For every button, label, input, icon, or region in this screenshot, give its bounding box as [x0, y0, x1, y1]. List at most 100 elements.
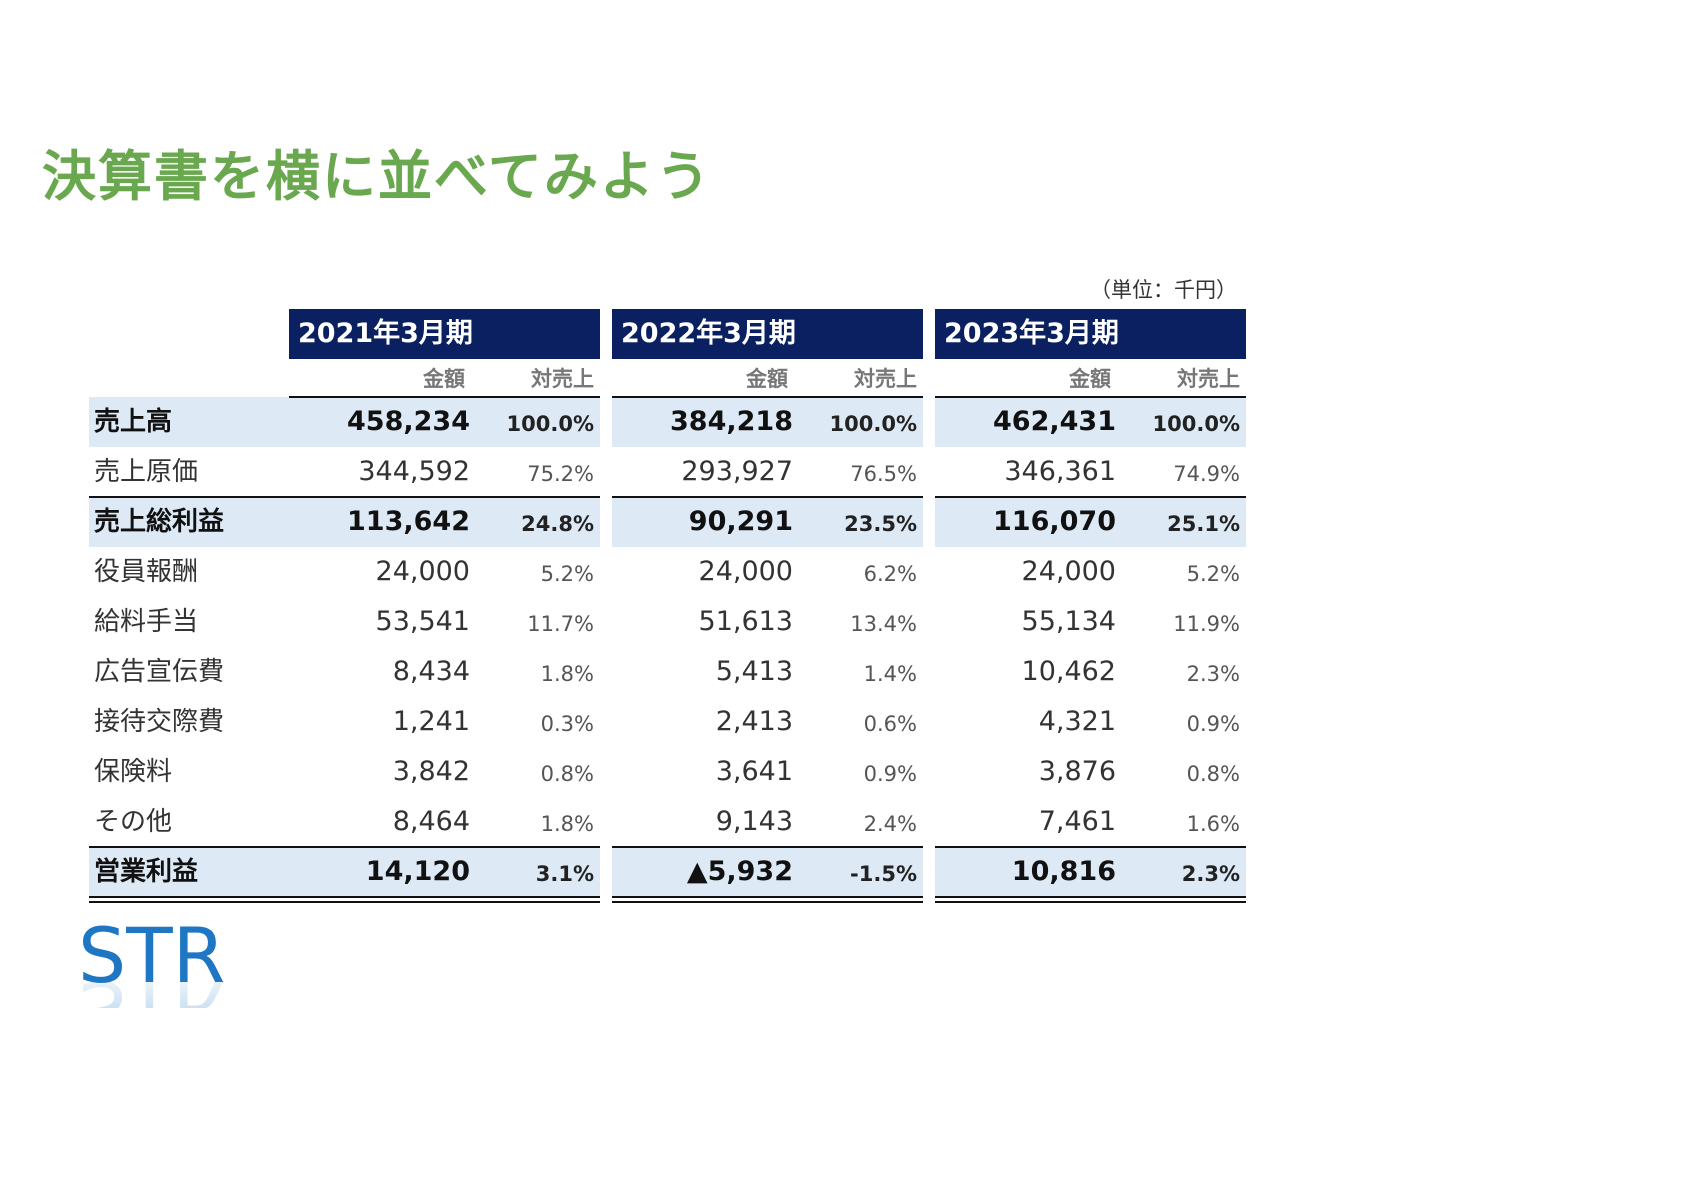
row-highlight: [935, 847, 1246, 897]
amount-cell: 9,143: [715, 806, 793, 837]
ratio-cell: 24.8%: [521, 512, 594, 536]
rule-line: [89, 496, 289, 498]
amount-col-header: 金額: [1069, 367, 1111, 391]
amount-cell: 10,462: [1021, 656, 1116, 687]
amount-cell: 3,842: [392, 756, 470, 787]
rule-line: [289, 496, 600, 498]
ratio-cell: 0.6%: [863, 712, 917, 736]
amount-cell: 10,816: [1011, 856, 1116, 887]
amount-cell: ▲5,932: [686, 856, 793, 887]
amount-cell: 1,241: [392, 706, 470, 737]
ratio-cell: 0.9%: [863, 762, 917, 786]
double-rule: [289, 896, 600, 903]
ratio-cell: 75.2%: [527, 462, 594, 486]
amount-col-header: 金額: [746, 367, 788, 391]
str-logo: STR STR: [78, 918, 225, 1008]
amount-cell: 462,431: [993, 406, 1116, 437]
ratio-cell: 0.8%: [1186, 762, 1240, 786]
amount-cell: 3,876: [1038, 756, 1116, 787]
row-highlight: [89, 497, 289, 547]
amount-cell: 4,321: [1038, 706, 1116, 737]
ratio-cell: 3.1%: [535, 862, 594, 886]
ratio-cell: 0.8%: [540, 762, 594, 786]
ratio-cell: -1.5%: [850, 862, 917, 886]
ratio-cell: 100.0%: [829, 412, 917, 436]
row-label: 役員報酬: [94, 557, 199, 587]
amount-cell: 8,464: [392, 806, 470, 837]
row-highlight: [612, 847, 923, 897]
ratio-cell: 5.2%: [540, 562, 594, 586]
ratio-cell: 23.5%: [844, 512, 917, 536]
row-highlight: [289, 847, 600, 897]
ratio-cell: 2.4%: [863, 812, 917, 836]
ratio-cell: 2.3%: [1181, 862, 1240, 886]
row-label: 営業利益: [94, 857, 199, 887]
row-label: 保険料: [94, 757, 173, 787]
rule-line: [935, 846, 1246, 848]
row-highlight: [935, 397, 1246, 447]
ratio-cell: 11.9%: [1173, 612, 1240, 636]
row-highlight: [935, 497, 1246, 547]
ratio-cell: 74.9%: [1173, 462, 1240, 486]
rule-line: [289, 396, 600, 398]
double-rule: [612, 896, 923, 903]
row-highlight: [612, 497, 923, 547]
row-highlight: [89, 847, 289, 897]
row-highlight: [612, 397, 923, 447]
ratio-cell: 0.9%: [1186, 712, 1240, 736]
ratio-cell: 25.1%: [1167, 512, 1240, 536]
amount-cell: 3,641: [715, 756, 793, 787]
amount-cell: 24,000: [1021, 556, 1116, 587]
amount-cell: 116,070: [993, 506, 1116, 537]
row-label: 広告宣伝費: [94, 657, 225, 687]
period-header: 2022年3月期: [612, 309, 923, 359]
ratio-cell: 1.6%: [1186, 812, 1240, 836]
amount-cell: 14,120: [365, 856, 470, 887]
amount-cell: 458,234: [347, 406, 470, 437]
rule-line: [935, 396, 1246, 398]
amount-cell: 90,291: [688, 506, 793, 537]
row-label: 給料手当: [94, 607, 199, 637]
ratio-cell: 13.4%: [850, 612, 917, 636]
rule-line: [289, 846, 600, 848]
rule-line: [612, 496, 923, 498]
ratio-cell: 100.0%: [1152, 412, 1240, 436]
row-label: 売上原価: [94, 457, 199, 487]
ratio-cell: 100.0%: [506, 412, 594, 436]
amount-cell: 24,000: [375, 556, 470, 587]
row-label: 接待交際費: [94, 707, 225, 737]
amount-cell: 344,592: [358, 456, 470, 487]
amount-cell: 384,218: [670, 406, 793, 437]
amount-cell: 51,613: [698, 606, 793, 637]
ratio-cell: 1.8%: [540, 812, 594, 836]
amount-cell: 55,134: [1021, 606, 1116, 637]
amount-cell: 53,541: [375, 606, 470, 637]
rule-line: [612, 396, 923, 398]
logo-reflection: STR: [78, 964, 225, 1008]
ratio-cell: 11.7%: [527, 612, 594, 636]
row-label: その他: [94, 807, 173, 837]
amount-cell: 2,413: [715, 706, 793, 737]
unit-note: （単位：千円）: [1090, 278, 1237, 302]
page-title: 決算書を横に並べてみよう: [42, 145, 712, 208]
double-rule: [935, 896, 1246, 903]
rule-line: [935, 496, 1246, 498]
row-highlight: [289, 397, 600, 447]
amount-cell: 293,927: [681, 456, 793, 487]
period-header: 2021年3月期: [289, 309, 600, 359]
ratio-cell: 5.2%: [1186, 562, 1240, 586]
amount-cell: 8,434: [392, 656, 470, 687]
ratio-cell: 1.4%: [863, 662, 917, 686]
ratio-col-header: 対売上: [531, 367, 594, 391]
row-label: 売上高: [94, 407, 173, 437]
amount-col-header: 金額: [423, 367, 465, 391]
ratio-cell: 76.5%: [850, 462, 917, 486]
row-highlight: [89, 397, 289, 447]
ratio-cell: 6.2%: [863, 562, 917, 586]
rule-line: [612, 846, 923, 848]
ratio-cell: 0.3%: [540, 712, 594, 736]
double-rule: [89, 896, 289, 903]
row-label: 売上総利益: [94, 507, 225, 537]
amount-cell: 346,361: [1004, 456, 1116, 487]
row-highlight: [289, 497, 600, 547]
